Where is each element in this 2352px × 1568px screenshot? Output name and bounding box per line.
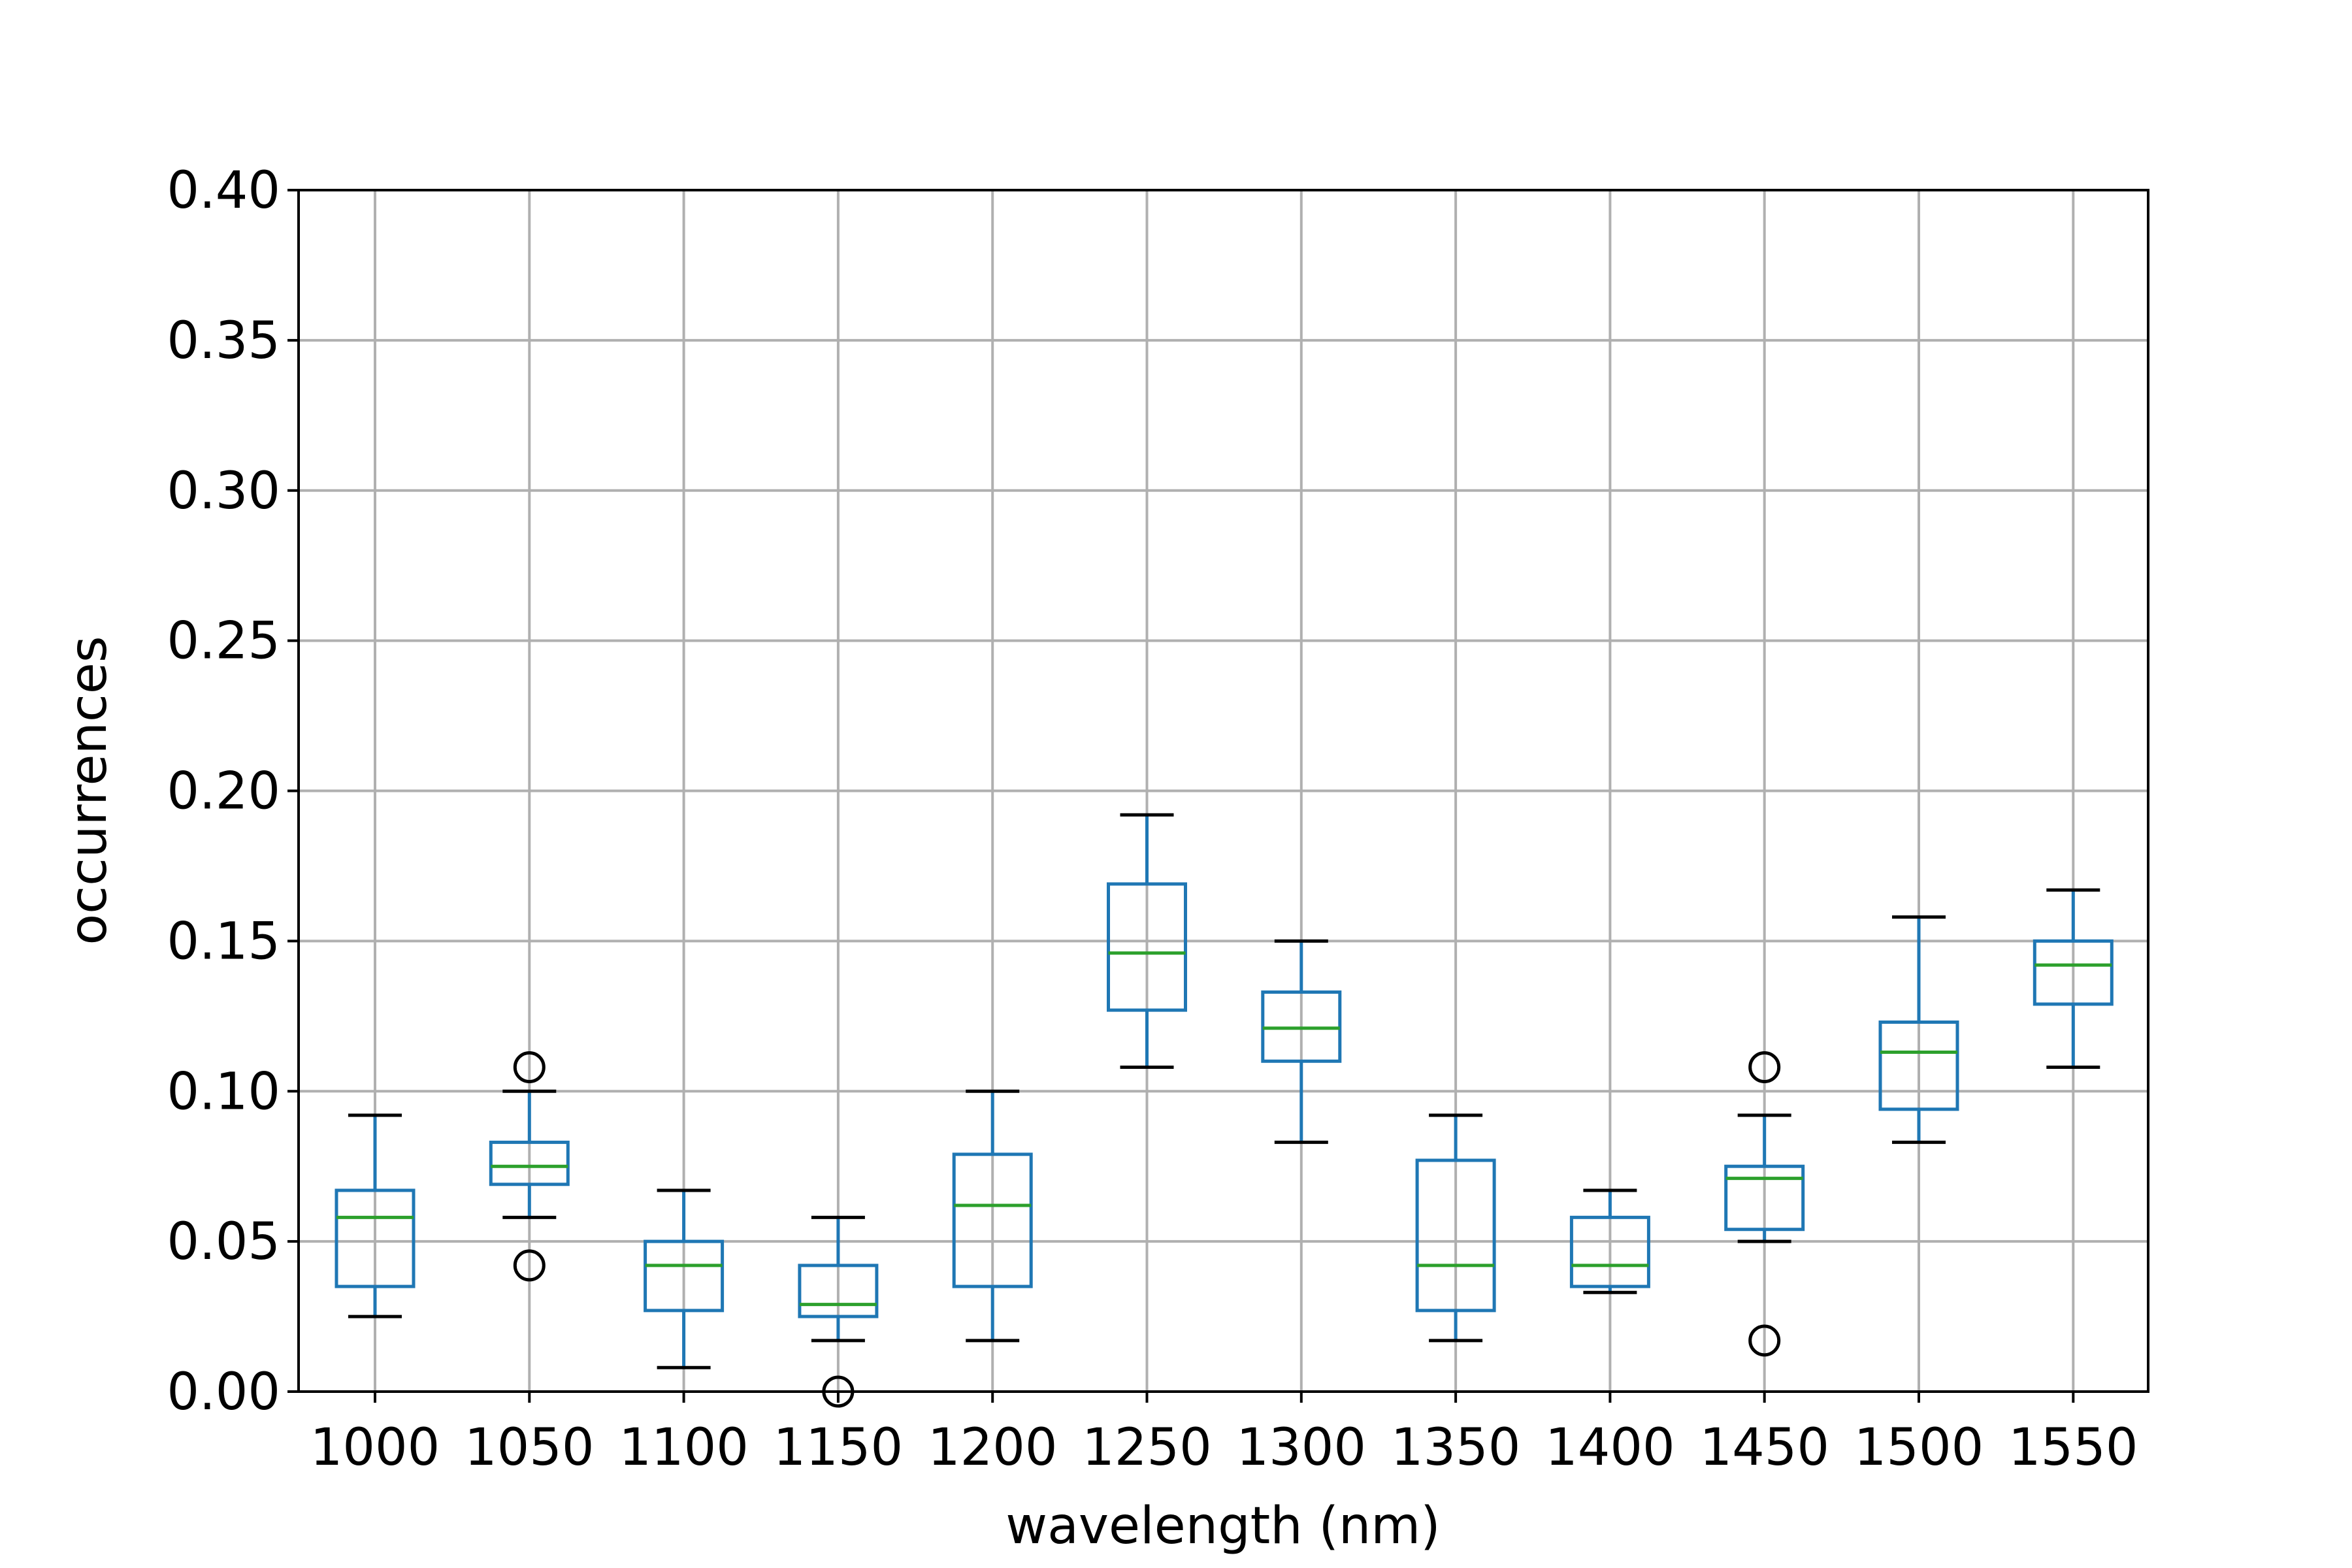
x-tick-label: 1250	[1082, 1418, 1212, 1477]
grid	[299, 189, 2148, 1393]
y-tick-label: 0.05	[167, 1213, 280, 1271]
x-tick-label: 1150	[774, 1418, 904, 1477]
iqr-box	[1878, 1021, 1959, 1111]
iqr-box	[1415, 1158, 1496, 1313]
y-axis-label: occurrences	[59, 636, 118, 945]
box-1300	[1261, 939, 1342, 1144]
box-1000	[335, 1113, 416, 1318]
x-tick-label: 1000	[310, 1418, 440, 1477]
x-tick-label: 1350	[1391, 1418, 1521, 1477]
outlier-point	[1748, 1324, 1781, 1357]
box-1250	[1107, 813, 1187, 1069]
iqr-box	[644, 1239, 725, 1313]
y-tick-label: 0.40	[167, 161, 280, 220]
iqr-box	[952, 1152, 1033, 1288]
y-tick-label: 0.35	[167, 312, 280, 370]
x-axis-label: wavelength (nm)	[1005, 1497, 1440, 1556]
y-tick-label: 0.20	[167, 762, 280, 821]
x-tick-label: 1100	[619, 1418, 749, 1477]
boxes	[335, 813, 2114, 1408]
box-1500	[1878, 915, 1959, 1144]
y-axis-ticks: 0.00 0.05 0.10 0.15 0.20 0.25 0.30 0.35 0.40	[167, 161, 299, 1422]
y-tick-label: 0.15	[167, 912, 280, 971]
y-tick-label: 0.25	[167, 612, 280, 671]
outlier-point	[1748, 1051, 1781, 1083]
box-1450	[1724, 1051, 1805, 1357]
box-1050	[489, 1051, 570, 1282]
box-1350	[1415, 1113, 1496, 1343]
iqr-box	[1569, 1215, 1650, 1288]
outlier-point	[513, 1249, 546, 1282]
x-tick-label: 1300	[1237, 1418, 1367, 1477]
iqr-box	[489, 1140, 570, 1186]
y-tick-label: 0.30	[167, 462, 280, 521]
x-tick-label: 1400	[1545, 1418, 1675, 1477]
x-tick-label: 1500	[1854, 1418, 1984, 1477]
iqr-box	[335, 1188, 416, 1288]
y-tick-label: 0.00	[167, 1363, 280, 1422]
x-tick-label: 1050	[465, 1418, 595, 1477]
iqr-box	[798, 1264, 879, 1318]
x-tick-label: 1450	[1699, 1418, 1829, 1477]
box-1550	[2033, 888, 2114, 1069]
x-axis-ticks: 1000 1050 1100 1150 1200 1250 1300 1350 1400 1450…	[310, 1392, 2138, 1477]
iqr-box	[2033, 939, 2114, 1006]
box-1200	[952, 1089, 1033, 1343]
x-tick-label: 1200	[928, 1418, 1058, 1477]
box-1400	[1569, 1188, 1650, 1294]
iqr-box	[1107, 882, 1187, 1012]
box-1100	[644, 1188, 725, 1369]
iqr-box	[1724, 1164, 1805, 1232]
y-tick-label: 0.10	[167, 1062, 280, 1121]
x-tick-label: 1550	[2008, 1418, 2138, 1477]
outlier-point	[513, 1051, 546, 1083]
